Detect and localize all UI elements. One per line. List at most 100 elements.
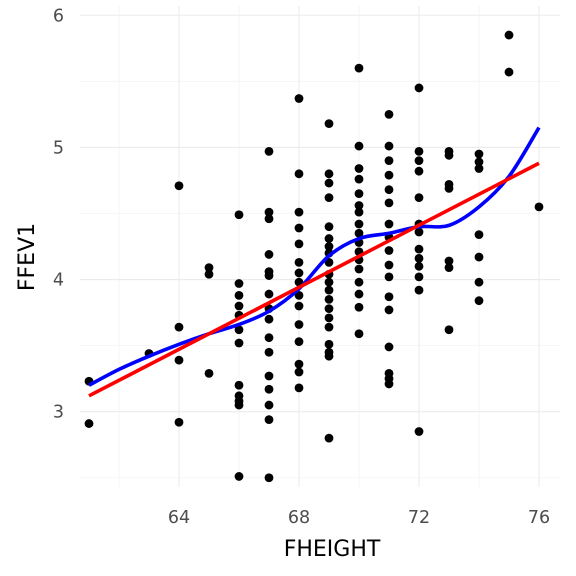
- data-point: [294, 337, 304, 347]
- data-point: [294, 94, 304, 103]
- data-point: [324, 242, 334, 251]
- data-point: [354, 302, 364, 312]
- data-point: [234, 290, 244, 300]
- data-point: [354, 277, 364, 287]
- data-point: [174, 417, 184, 427]
- data-point: [174, 355, 184, 365]
- data-point: [204, 263, 214, 273]
- data-point: [264, 271, 274, 280]
- x-tick-label: 76: [528, 508, 550, 528]
- data-point: [384, 305, 394, 315]
- data-point: [414, 146, 424, 156]
- x-axis-tick-labels: 64 68 72 76: [168, 508, 550, 528]
- data-point: [234, 380, 244, 390]
- data-point: [264, 250, 274, 259]
- data-point: [174, 181, 184, 191]
- data-point: [384, 260, 394, 270]
- data-point: [264, 400, 274, 410]
- data-point: [414, 427, 424, 436]
- data-point: [354, 207, 364, 217]
- data-point: [474, 296, 484, 306]
- data-point: [324, 433, 334, 443]
- data-point: [414, 83, 424, 93]
- data-point: [354, 228, 364, 238]
- data-point: [234, 279, 244, 288]
- data-point: [234, 301, 244, 311]
- data-point: [414, 156, 424, 166]
- data-point: [204, 269, 214, 279]
- data-point: [384, 292, 394, 302]
- y-tick-label: 3: [53, 403, 64, 423]
- data-point: [444, 325, 454, 335]
- data-point: [324, 351, 334, 361]
- y-tick-label: 6: [53, 6, 64, 26]
- data-point: [294, 268, 304, 278]
- data-point: [384, 170, 394, 180]
- data-point: [504, 30, 514, 40]
- fit-lines: [88, 126, 541, 398]
- data-point: [384, 272, 394, 282]
- plot-panel: [80, 6, 560, 487]
- data-point: [324, 234, 334, 243]
- data-point: [384, 198, 394, 208]
- data-point: [264, 415, 274, 425]
- data-point: [354, 329, 364, 339]
- data-point: [324, 304, 334, 314]
- data-point: [324, 119, 334, 129]
- data-point: [414, 285, 424, 295]
- data-point: [324, 169, 334, 179]
- data-point: [354, 189, 364, 199]
- data-point: [264, 371, 274, 381]
- data-point: [234, 400, 244, 410]
- data-point: [384, 246, 394, 255]
- data-point: [474, 230, 484, 240]
- data-point: [444, 256, 454, 266]
- data-point: [384, 109, 394, 119]
- data-point: [474, 149, 484, 159]
- data-point: [354, 174, 364, 184]
- x-tick-label: 72: [408, 508, 430, 528]
- data-point: [354, 201, 364, 210]
- data-point: [324, 294, 334, 304]
- data-point: [444, 183, 454, 193]
- data-point: [264, 214, 274, 224]
- data-point: [174, 322, 184, 332]
- data-point: [264, 314, 274, 324]
- x-tick-label: 64: [168, 508, 190, 528]
- data-point: [324, 339, 334, 349]
- data-point: [264, 207, 274, 217]
- data-point: [414, 272, 424, 282]
- y-axis-title: FFEV1: [15, 223, 40, 291]
- data-points: [84, 30, 544, 483]
- data-point: [234, 472, 244, 481]
- data-point: [294, 359, 304, 369]
- data-point: [384, 379, 394, 389]
- data-point: [234, 325, 244, 335]
- data-point: [264, 473, 274, 483]
- y-axis-tick-labels: 3 4 5 6: [53, 6, 64, 422]
- data-point: [354, 164, 364, 173]
- data-point: [234, 210, 244, 220]
- blue-smooth-line: [88, 126, 541, 387]
- data-point: [384, 219, 394, 229]
- data-point: [294, 207, 304, 217]
- data-point: [414, 244, 424, 254]
- data-point: [504, 67, 514, 77]
- data-point: [234, 338, 244, 348]
- data-point: [324, 193, 334, 203]
- data-point: [414, 261, 424, 271]
- x-tick-label: 68: [288, 508, 310, 528]
- data-point: [384, 156, 394, 166]
- data-point: [444, 150, 454, 160]
- data-point: [294, 169, 304, 179]
- data-point: [264, 289, 274, 299]
- data-point: [354, 63, 364, 73]
- data-point: [534, 202, 544, 212]
- data-point: [204, 368, 214, 378]
- data-point: [354, 141, 364, 151]
- red-linear-line: [88, 161, 540, 398]
- data-point: [474, 277, 484, 287]
- data-point: [474, 252, 484, 262]
- data-point: [264, 347, 274, 357]
